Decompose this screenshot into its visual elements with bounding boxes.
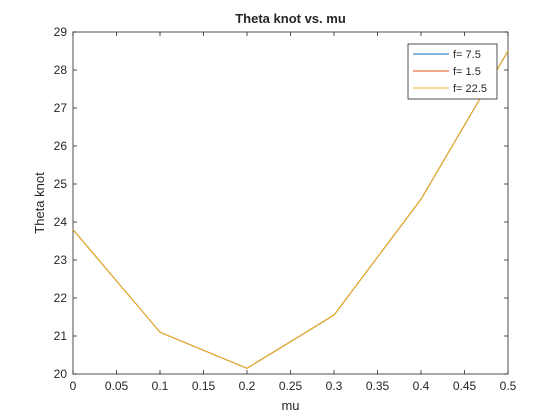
y-tick-label: 20 xyxy=(54,367,68,381)
y-tick-label: 23 xyxy=(54,253,68,267)
legend: f= 7.5 f= 1.5 f= 22.5 xyxy=(407,43,498,100)
x-tick-label: 0.15 xyxy=(192,379,216,393)
x-tick-label: 0.5 xyxy=(500,379,517,393)
x-tick-label: 0.4 xyxy=(413,379,430,393)
x-tick-label: 0.45 xyxy=(453,379,477,393)
series-line-3 xyxy=(72,50,509,369)
legend-label-1: f= 7.5 xyxy=(453,49,481,61)
y-tick-label: 26 xyxy=(54,139,68,153)
y-tick-label: 28 xyxy=(54,63,68,77)
y-tick-label: 21 xyxy=(54,329,68,343)
series-lines xyxy=(72,50,509,369)
x-tick-label: 0.2 xyxy=(239,379,256,393)
y-tick-label: 27 xyxy=(54,101,68,115)
y-axis-label: Theta knot xyxy=(32,172,47,234)
y-tick-label: 22 xyxy=(54,291,68,305)
legend-label-3: f= 22.5 xyxy=(453,83,487,95)
chart-title: Theta knot vs. mu xyxy=(235,11,346,26)
y-axis-ticks: 20 21 22 23 24 25 26 27 28 29 xyxy=(54,25,508,381)
y-tick-label: 24 xyxy=(54,215,68,229)
x-tick-label: 0.05 xyxy=(105,379,129,393)
x-tick-label: 0.35 xyxy=(366,379,390,393)
x-tick-label: 0.1 xyxy=(152,379,169,393)
legend-label-2: f= 1.5 xyxy=(453,66,481,78)
x-axis-label: mu xyxy=(281,398,299,413)
x-axis-ticks: 0 0.05 0.1 0.15 0.2 0.25 0.3 0.35 0.4 0.45 0.5 xyxy=(70,32,517,393)
legend-items: f= 7.5 f= 1.5 f= 22.5 xyxy=(413,49,487,95)
x-tick-label: 0.3 xyxy=(326,379,343,393)
y-tick-label: 25 xyxy=(54,177,68,191)
x-tick-label: 0 xyxy=(70,379,77,393)
y-tick-label: 29 xyxy=(54,25,68,39)
x-tick-label: 0.25 xyxy=(279,379,303,393)
